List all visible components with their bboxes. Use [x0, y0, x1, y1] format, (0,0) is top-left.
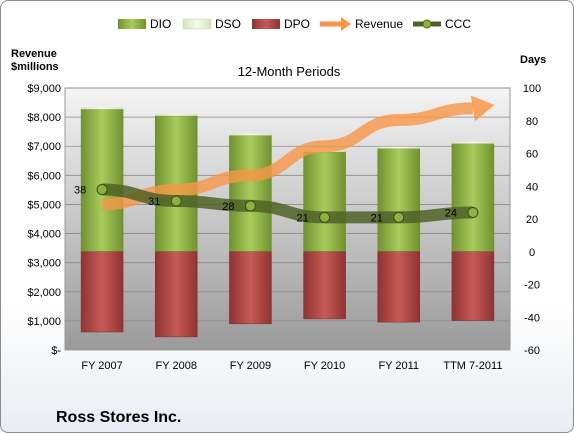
- legend-swatch-dso: [182, 18, 212, 30]
- left-tick-label: $7,000: [27, 141, 61, 153]
- bar-dio: [80, 109, 124, 252]
- bar-dso: [229, 133, 272, 136]
- left-axis-title-line1: Revenue: [11, 48, 57, 60]
- legend-label-dio: DIO: [150, 17, 171, 31]
- left-tick-label: $8,000: [27, 112, 61, 124]
- bar-dpo: [377, 251, 420, 323]
- bar-dio: [377, 148, 420, 252]
- left-tick-label: $6,000: [27, 170, 61, 182]
- bar-dio: [229, 135, 272, 252]
- x-tick-label: FY 2009: [230, 360, 271, 372]
- x-tick-label: FY 2011: [378, 360, 419, 372]
- bar-dpo: [80, 251, 124, 333]
- right-tick-label: -60: [524, 345, 540, 357]
- bar-layer: [80, 107, 495, 338]
- right-tick-label: 80: [526, 116, 538, 128]
- x-tick-label: FY 2007: [81, 360, 122, 372]
- right-tick-label: -20: [524, 280, 540, 292]
- legend-swatch-ccc: [413, 19, 441, 29]
- ccc-data-label: 21: [296, 212, 308, 224]
- legend-label-revenue: Revenue: [355, 17, 403, 31]
- x-tick-label: TTM 7-2011: [443, 360, 502, 372]
- right-tick-label: 20: [526, 214, 538, 226]
- bar-dso: [451, 141, 494, 144]
- ccc-point: [96, 184, 108, 196]
- bar-dpo: [303, 251, 346, 320]
- right-tick-label: 100: [523, 83, 541, 95]
- right-axis-title: Days: [520, 54, 546, 66]
- left-tick-label: $2,000: [27, 287, 61, 299]
- bar-dpo: [451, 251, 495, 321]
- bar-dpo: [155, 251, 198, 338]
- ccc-point: [170, 195, 182, 207]
- bar-dso: [377, 146, 420, 149]
- left-axis-ticks: $- $1,000 $2,000 $3,000 $4,000 $5,000 $6,000 $7…: [27, 83, 61, 357]
- left-tick-label: $-: [51, 345, 61, 357]
- chart-title: 12-Month Periods: [238, 64, 341, 79]
- bar-dpo: [229, 251, 272, 325]
- x-tick-label: FY 2008: [156, 360, 197, 372]
- legend-label-dso: DSO: [215, 17, 241, 31]
- ccc-line: [102, 183, 473, 224]
- legend-swatch-revenue: [320, 17, 351, 31]
- ccc-point: [393, 211, 405, 223]
- revenue-line: [101, 102, 474, 211]
- legend-swatch-dio: [118, 19, 146, 29]
- left-axis-title-line2: $millions: [11, 61, 59, 73]
- data-label-layer: 38 31 28 21 21 24: [74, 185, 457, 225]
- company-name: Ross Stores Inc.: [56, 409, 181, 426]
- gridlines: [65, 87, 510, 322]
- right-tick-label: 60: [526, 149, 538, 161]
- bar-dio: [303, 151, 346, 252]
- legend-label-ccc: CCC: [445, 17, 471, 31]
- left-tick-label: $5,000: [27, 199, 61, 211]
- legend-label-dpo: DPO: [284, 17, 310, 31]
- bar-dio: [451, 143, 495, 252]
- right-tick-label: 0: [529, 247, 535, 259]
- ccc-data-label: 21: [371, 212, 383, 224]
- left-tick-label: $1,000: [27, 316, 61, 328]
- ccc-data-label: 24: [445, 207, 457, 219]
- line-layer: [101, 95, 495, 224]
- ccc-data-label: 28: [222, 201, 234, 213]
- ccc-point: [244, 200, 256, 212]
- ccc-data-label: 31: [148, 196, 160, 208]
- ccc-point: [467, 206, 479, 218]
- revenue-arrowhead: [470, 95, 495, 122]
- legend-swatch-dpo: [252, 19, 280, 29]
- ccc-data-label: 38: [74, 185, 86, 197]
- ccc-point: [319, 211, 331, 223]
- bar-dso: [155, 113, 198, 116]
- legend: DIO DSO DPO Revenue CCC: [118, 17, 471, 31]
- x-tick-label: FY 2010: [304, 360, 345, 372]
- right-tick-label: -40: [524, 312, 540, 324]
- point-layer: [96, 184, 479, 223]
- bar-dso: [81, 107, 124, 110]
- right-tick-label: 40: [526, 181, 538, 193]
- left-tick-label: $3,000: [27, 258, 61, 270]
- right-axis-ticks: -60 -40 -20 0 20 40 60 80 100: [523, 83, 541, 357]
- left-tick-label: $4,000: [27, 229, 61, 241]
- x-axis-ticks: FY 2007 FY 2008 FY 2009 FY 2010 FY 2011 TTM 7…: [81, 360, 502, 372]
- left-tick-label: $9,000: [27, 83, 61, 95]
